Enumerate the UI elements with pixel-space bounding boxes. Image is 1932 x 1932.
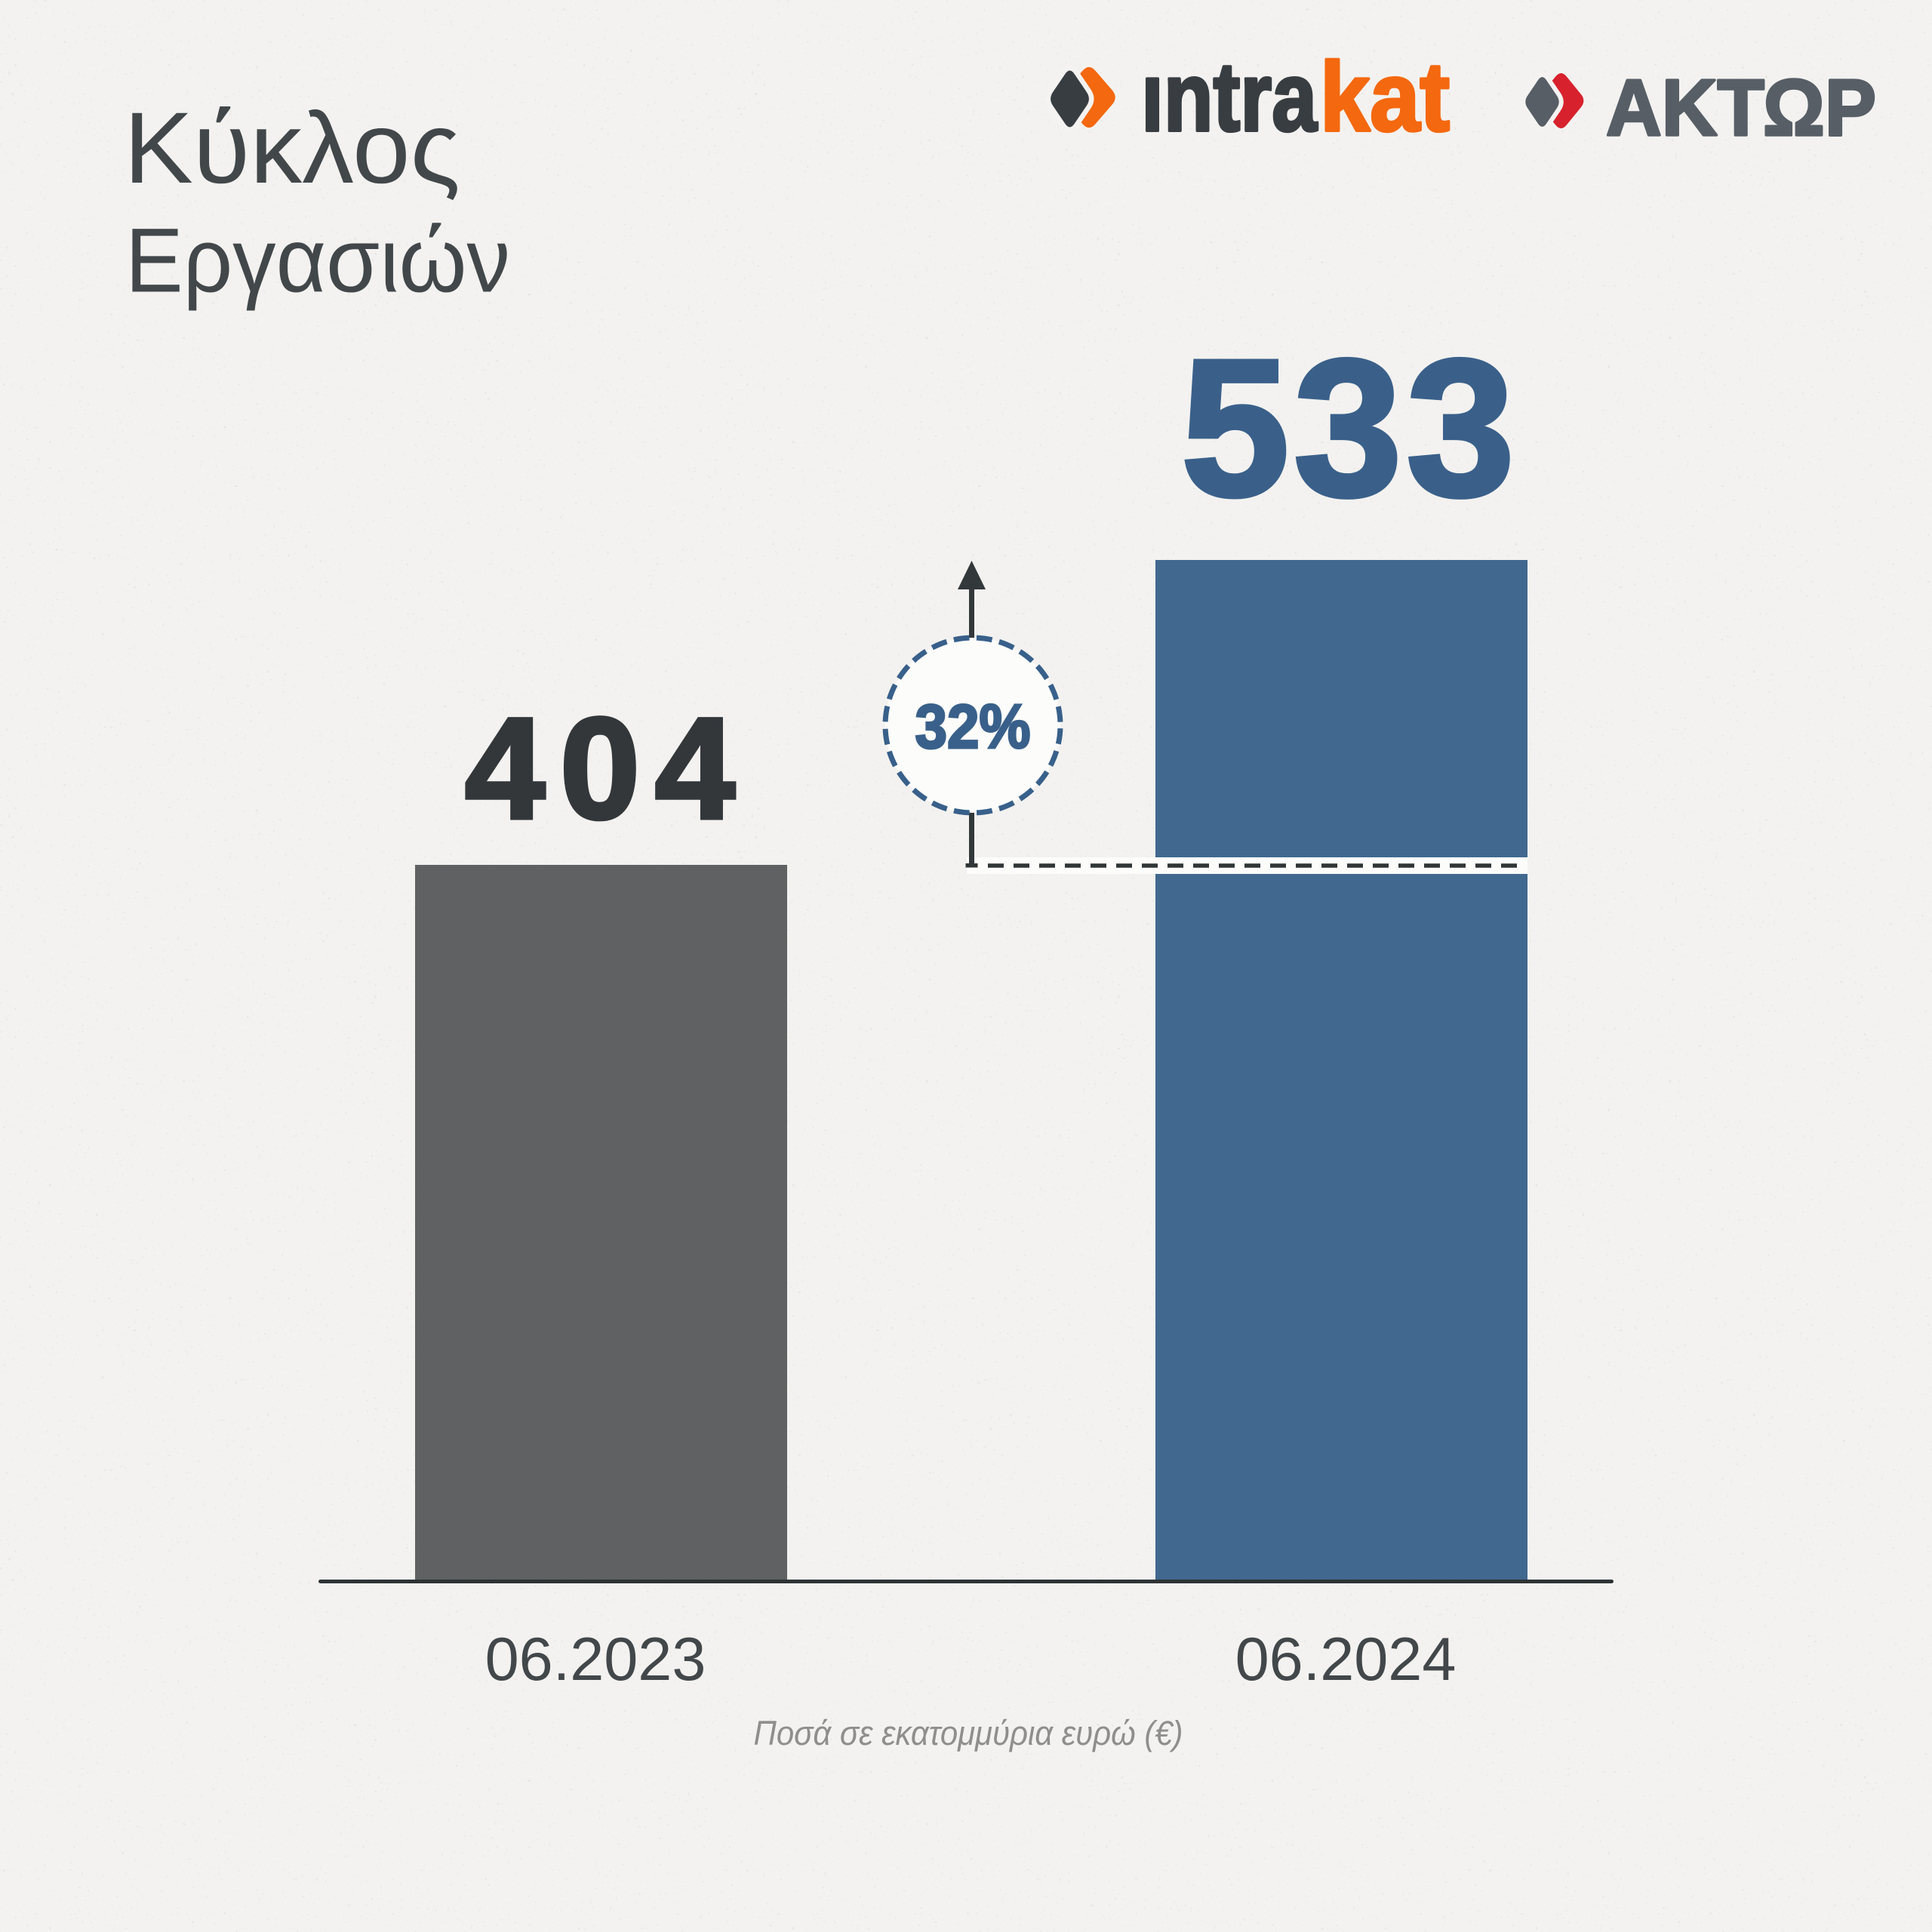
svg-text:32%: 32%: [915, 691, 1031, 761]
svg-text:Κύκλος: Κύκλος: [124, 92, 460, 205]
svg-text:06.2024: 06.2024: [1235, 1626, 1457, 1694]
svg-text:ıntra: ıntra: [1141, 42, 1318, 152]
svg-text:Εργασιών: Εργασιών: [125, 209, 510, 312]
svg-text:06.2023: 06.2023: [485, 1626, 706, 1694]
svg-text:404: 404: [465, 688, 735, 849]
svg-text:ΑΚΤΩΡ: ΑΚΤΩΡ: [1606, 63, 1876, 152]
svg-text:kat: kat: [1320, 42, 1450, 152]
svg-text:533: 533: [1181, 318, 1515, 537]
svg-text:Ποσά σε εκατομμύρια ευρώ (€): Ποσά σε εκατομμύρια ευρώ (€): [754, 1714, 1183, 1752]
